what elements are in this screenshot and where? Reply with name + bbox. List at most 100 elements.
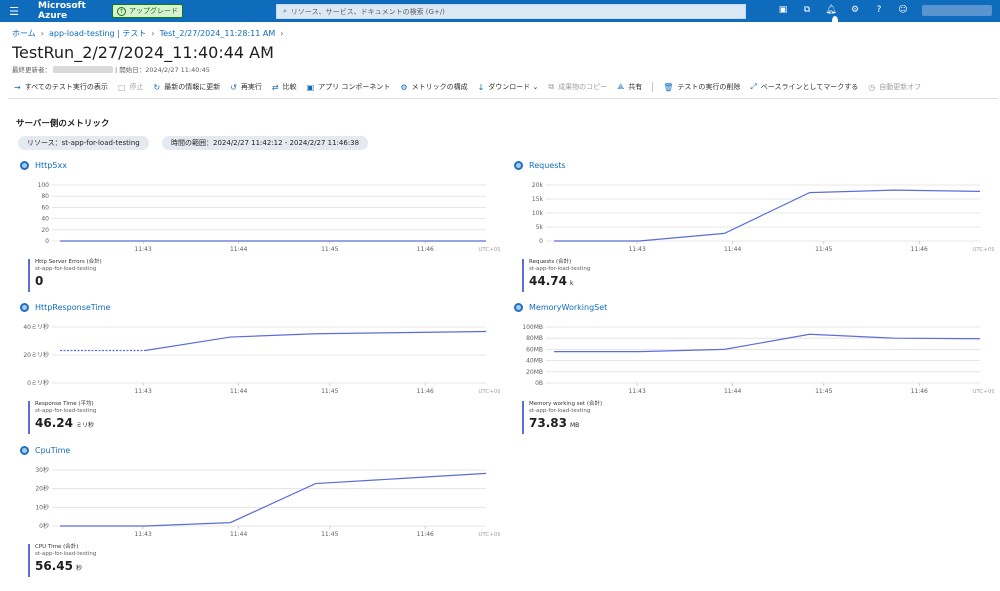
brand-name[interactable]: Microsoft Azure <box>38 1 86 21</box>
breadcrumb-home[interactable]: ホーム <box>12 29 36 38</box>
legend-value: 73.83 MB <box>529 415 602 434</box>
legend-value: 56.45 秒 <box>35 558 96 577</box>
legend-value-number: 56.45 <box>35 559 73 573</box>
gear-icon: ⚙ <box>400 82 408 92</box>
app-components-icon: ▣ <box>306 82 315 92</box>
bell-icon[interactable]: 🔔︎9 <box>825 5 838 26</box>
toolbar-label: テストの実行の削除 <box>677 83 741 91</box>
x-tick-label: 11:43 <box>134 388 151 395</box>
chart-legend[interactable]: Requests (合計) st-app-for-load-testing 44.7… <box>522 259 590 292</box>
chart-title-text: HttpResponseTime <box>35 303 111 312</box>
y-tick-label: 100 <box>38 182 50 189</box>
rerun-icon: ↺ <box>230 82 237 92</box>
account-menu[interactable] <box>922 5 992 16</box>
section-title: サーバー側のメトリック <box>16 119 110 129</box>
x-tick-label: 11:46 <box>417 531 434 538</box>
x-tick-label: 11:45 <box>321 388 338 395</box>
legend-resource-name: st-app-for-load-testing <box>529 266 591 272</box>
time-range-pill[interactable]: 時間の範囲：2024/2/27 11:42:12 - 2024/2/27 11:… <box>162 136 369 150</box>
y-tick-label: 20 <box>41 227 49 234</box>
chart-title-text: MemoryWorkingSet <box>529 303 608 312</box>
legend-value: 0 <box>35 273 102 292</box>
legend-value-number: 0 <box>35 274 44 288</box>
legend-value-number: 73.83 <box>529 416 567 430</box>
series-line <box>145 330 487 352</box>
toolbar-trash-button[interactable]: 🗑 テストの実行の削除 <box>663 82 740 92</box>
legend-resource-name: st-app-for-load-testing <box>529 408 591 414</box>
page-title: TestRun_2/27/2024_11:40:44 AM <box>12 43 274 62</box>
chart-title[interactable]: MemoryWorkingSet <box>514 303 607 312</box>
y-tick-label: 5k <box>536 224 544 231</box>
cloud-shell-icon[interactable]: ▣ <box>778 5 788 15</box>
legend-metric-name: Response Time (平均) <box>35 401 94 407</box>
x-tick-label: 11:44 <box>230 531 247 538</box>
breadcrumb-test[interactable]: Test_2/27/2024_11:28:11 AM <box>159 29 276 38</box>
search-input[interactable]: ⌕ リソース、サービス、ドキュメントの検索 (G+/) <box>276 4 746 19</box>
y-tick-label: 40MB <box>526 358 543 365</box>
gear-icon[interactable]: ⚙ <box>850 5 860 15</box>
chart-title[interactable]: CpuTime <box>20 446 70 455</box>
chart-title[interactable]: HttpResponseTime <box>20 303 110 312</box>
refresh-icon: ↻ <box>153 82 161 92</box>
chart-legend[interactable]: Http Server Errors (合計) st-app-for-load-t… <box>28 259 102 292</box>
feedback-icon[interactable]: ☺ <box>898 5 908 15</box>
toolbar-download-button[interactable]: ↓ ダウンロード ⌄ <box>478 82 539 92</box>
chart-plot[interactable]: 100 80 60 40 20 0 11:43 11:44 11:45 11:46 UTC+09:0… <box>20 175 500 259</box>
toolbar-label: 最新の情報に更新 <box>164 83 221 91</box>
chart-card-memoryworkingset[interactable]: MemoryWorkingSet 100MB 80MB 60MB 40MB 20MB 0B 1… <box>514 303 994 443</box>
toolbar-copy-button[interactable]: ⧉ 成果物のコピー <box>548 82 607 92</box>
redacted-user <box>53 65 113 73</box>
breadcrumb-app[interactable]: app-load-testing | テスト <box>48 29 147 38</box>
toolbar-gear-button[interactable]: ⚙ メトリックの構成 <box>400 82 467 92</box>
chart-plot[interactable]: 40ミリ秒 20ミリ秒 0ミリ秒 11:43 11:44 11:45 11:46 UTC+09… <box>20 317 500 401</box>
toolbar-label: ダウンロード ⌄ <box>488 83 539 91</box>
chevron-right-icon: › <box>151 29 155 38</box>
chart-card-cputime[interactable]: CpuTime 30秒 20秒 10秒 0秒 11:43 11:44 11:45 11:46 UT… <box>20 446 500 586</box>
hamburger-menu-icon[interactable]: ☰ <box>9 4 19 18</box>
chart-legend[interactable]: Response Time (平均) st-app-for-load-testin… <box>28 401 96 434</box>
toolbar-app-components-button[interactable]: ▣ アプリ コンポーネント <box>307 82 391 92</box>
toolbar-share-button[interactable]: ⟁ 共有 <box>617 82 642 92</box>
toolbar-label: メトリックの構成 <box>411 83 468 91</box>
legend-metric-name: CPU Time (合計) <box>35 544 79 550</box>
legend-resource-name: st-app-for-load-testing <box>35 266 97 272</box>
upgrade-button[interactable]: ↑ アップグレード <box>112 4 183 18</box>
toolbar-label: 自動更新オフ <box>879 83 922 91</box>
chart-legend[interactable]: Memory working set (合計) st-app-for-load-t… <box>522 401 602 434</box>
help-icon[interactable]: ? <box>876 5 882 15</box>
share-icon: ⟁ <box>617 82 625 91</box>
toolbar-baseline-button[interactable]: ⤢ ベースラインとしてマークする <box>750 82 858 92</box>
toolbar-arrow-right-button[interactable]: → すべてのテスト実行の表示 <box>14 82 108 92</box>
chevron-right-icon: › <box>280 29 284 38</box>
chart-title[interactable]: Requests <box>514 161 566 170</box>
y-tick-label: 30秒 <box>35 466 49 474</box>
clock-icon: ◷ <box>868 82 876 92</box>
x-tick-label: 11:43 <box>134 246 151 253</box>
resource-filter-pill[interactable]: リソース：st-app-for-load-testing <box>18 136 149 150</box>
toolbar-label: 再実行 <box>240 83 262 91</box>
legend-value-unit: ミリ秒 <box>75 422 94 429</box>
toolbar-compare-button[interactable]: ⇄ 比較 <box>272 82 297 92</box>
toolbar-refresh-button[interactable]: ↻ 最新の情報に更新 <box>154 82 221 92</box>
more-options-button[interactable]: ··· <box>262 45 272 56</box>
toolbar-clock-button[interactable]: ◷ 自動更新オフ <box>868 82 921 92</box>
chart-plot[interactable]: 20k 15k 10k 5k 0 11:43 11:44 11:45 11:46 UTC+09:0… <box>514 175 994 259</box>
chart-card-http5xx[interactable]: Http5xx 100 80 60 40 20 0 11:43 11:44 11:45 11:46 U… <box>20 161 500 301</box>
legend-value-unit: k <box>569 280 574 287</box>
chart-plot[interactable]: 30秒 20秒 10秒 0秒 11:43 11:44 11:45 11:46 UTC+09:00 <box>20 460 500 544</box>
chart-title[interactable]: Http5xx <box>20 161 67 170</box>
y-tick-label: 20MB <box>526 369 543 376</box>
legend-metric-name: Http Server Errors (合計) <box>35 259 102 265</box>
toolbar-label: 成果物のコピー <box>558 83 608 91</box>
chart-card-requests[interactable]: Requests 20k 15k 10k 5k 0 11:43 11:44 11:45 11:46… <box>514 161 994 301</box>
chart-legend[interactable]: CPU Time (合計) st-app-for-load-testing 56.4… <box>28 544 96 577</box>
azure-top-bar: ☰ Microsoft Azure ↑ アップグレード ⌕ リソース、サービス、… <box>0 0 1000 26</box>
toolbar-stop-button[interactable]: □ 停止 <box>118 82 144 92</box>
timezone-label: UTC+09:00 <box>478 532 500 538</box>
notification-badge: 9 <box>832 16 838 26</box>
toolbar-rerun-button[interactable]: ↺ 再実行 <box>230 82 262 92</box>
directory-filter-icon[interactable]: ⧉ <box>803 5 811 15</box>
x-tick-label: 11:46 <box>417 246 434 253</box>
chart-plot[interactable]: 100MB 80MB 60MB 40MB 20MB 0B 11:43 11:44 11:45 11… <box>514 317 994 401</box>
chart-card-httpresponsetime[interactable]: HttpResponseTime 40ミリ秒 20ミリ秒 0ミリ秒 11:43 11:44… <box>20 303 500 443</box>
